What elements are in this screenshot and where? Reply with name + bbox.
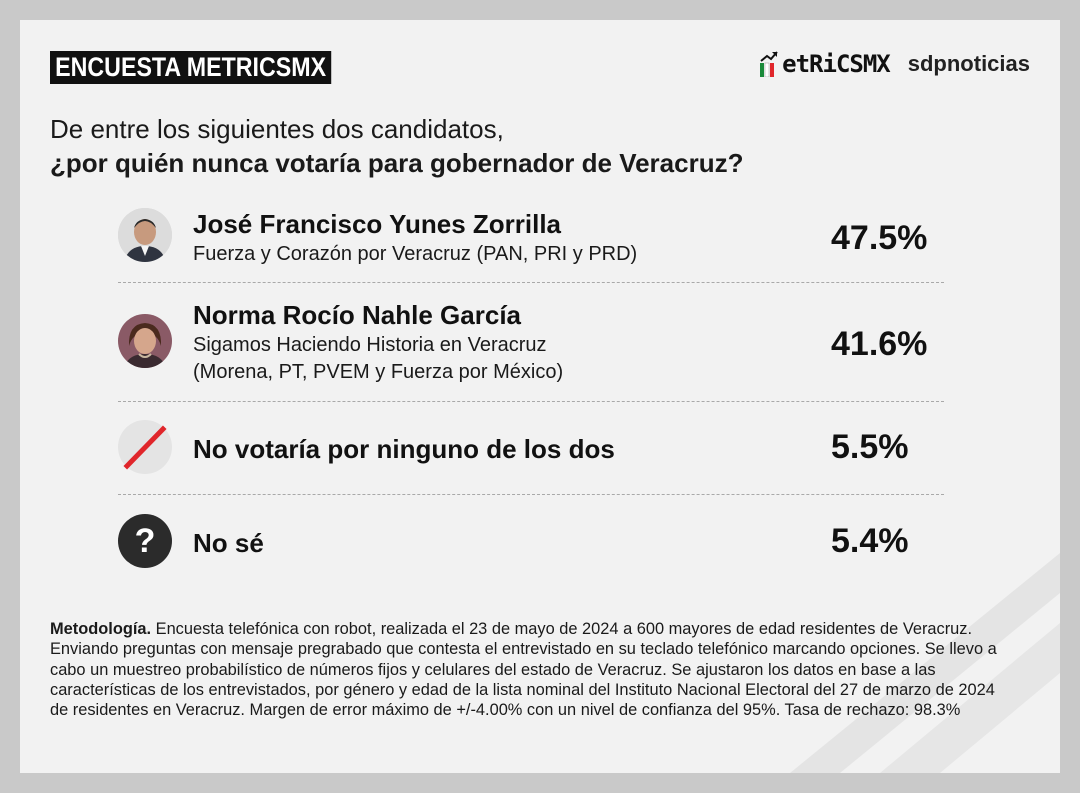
decorative-stripes	[790, 553, 1060, 773]
row-party: Sigamos Haciendo Historia en Veracruz	[193, 334, 547, 356]
row-party-line-2: (Morena, PT, PVEM y Fuerza por México)	[193, 361, 564, 383]
methodology-label: Metodología.	[50, 620, 152, 638]
result-row: Norma Rocío Nahle García Sigamos Haciend…	[118, 300, 944, 400]
methodology-note: Metodología. Encuesta telefónica con rob…	[50, 619, 1010, 720]
metricsmx-logo-mark-icon	[760, 51, 778, 77]
row-name: No votaría por ninguno de los dos	[193, 434, 615, 464]
row-name: Norma Rocío Nahle García	[193, 300, 521, 330]
brand-logos: etRiCSMX sdpnoticias	[760, 44, 1030, 84]
question-mark-icon: ?	[118, 514, 172, 568]
row-name: No sé	[193, 528, 264, 558]
row-party: Fuerza y Corazón por Veracruz (PAN, PRI …	[193, 243, 638, 265]
row-name: José Francisco Yunes Zorrilla	[193, 209, 562, 239]
crossed-out-icon	[118, 420, 172, 474]
row-separator	[118, 401, 944, 402]
metricsmx-logo: etRiCSMX	[760, 50, 891, 78]
svg-text:?: ?	[135, 522, 156, 560]
candidate-photo-woman-icon	[118, 314, 172, 368]
methodology-text: Encuesta telefónica con robot, realizada…	[50, 620, 997, 720]
row-separator	[118, 282, 944, 283]
result-row: José Francisco Yunes Zorrilla Fuerza y C…	[118, 205, 944, 275]
poll-question: De entre los siguientes dos candidatos, …	[50, 112, 1030, 180]
row-separator	[118, 494, 944, 495]
row-percentage: 5.4%	[831, 522, 909, 560]
survey-title-tag: ENCUESTA METRICSMX	[50, 51, 332, 84]
candidate-photo-man-icon	[118, 208, 172, 262]
question-line-2: ¿por quién nunca votaría para gobernador…	[50, 148, 744, 178]
row-percentage: 47.5%	[831, 219, 928, 257]
metricsmx-logo-text: etRiCSMX	[782, 50, 891, 78]
row-percentage: 5.5%	[831, 428, 909, 466]
result-row: No votaría por ninguno de los dos 5.5%	[118, 418, 944, 478]
poll-card: ENCUESTA METRICSMX etRiCSMX sdpnoticias …	[20, 20, 1060, 773]
question-line-1: De entre los siguientes dos candidatos,	[50, 114, 504, 144]
result-row: ? No sé 5.4%	[118, 512, 944, 572]
row-percentage: 41.6%	[831, 325, 928, 363]
sdpnoticias-logo: sdpnoticias	[907, 51, 1030, 76]
